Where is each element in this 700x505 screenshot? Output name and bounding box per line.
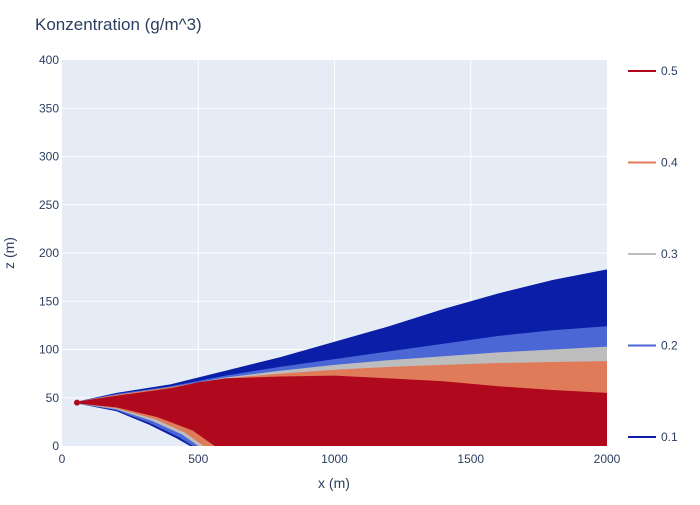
legend-label-0.3: 0.3 xyxy=(661,247,678,261)
y-tick-label: 250 xyxy=(39,198,59,212)
axis-ticks: 0 500 1000 1500 2000 0 50 100 150 200 250 300 350 400 xyxy=(39,53,621,466)
x-tick-label: 1500 xyxy=(457,452,484,466)
y-tick-label: 350 xyxy=(39,101,59,115)
x-tick-label: 2000 xyxy=(594,452,621,466)
legend-label-0.4: 0.4 xyxy=(661,156,678,170)
contour-fills xyxy=(73,269,607,446)
legend-label-0.5: 0.5 xyxy=(661,64,678,78)
legend: 0.5 0.4 0.3 0.2 0.1 xyxy=(628,64,678,444)
y-tick-label: 50 xyxy=(46,391,60,405)
legend-label-0.2: 0.2 xyxy=(661,339,678,353)
y-tick-label: 150 xyxy=(39,294,59,308)
y-tick-label: 0 xyxy=(52,439,59,453)
x-axis-title: x (m) xyxy=(318,475,350,491)
y-axis-title: z (m) xyxy=(1,237,17,269)
grid-lines xyxy=(62,60,607,446)
y-tick-label: 200 xyxy=(39,246,59,260)
x-tick-label: 1000 xyxy=(321,452,348,466)
y-tick-label: 400 xyxy=(39,53,59,67)
source-point xyxy=(73,399,80,406)
y-tick-label: 100 xyxy=(39,343,59,357)
chart-title: Konzentration (g/m^3) xyxy=(35,15,202,34)
legend-label-0.1: 0.1 xyxy=(661,430,678,444)
x-tick-label: 500 xyxy=(188,452,208,466)
contour-level-0.5 xyxy=(77,375,607,446)
x-tick-label: 0 xyxy=(59,452,66,466)
y-tick-label: 300 xyxy=(39,150,59,164)
